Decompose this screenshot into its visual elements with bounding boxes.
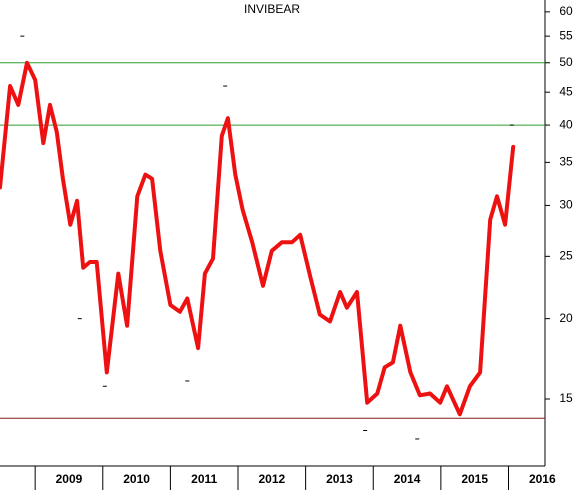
y-tick-label: 55 [559,28,573,42]
y-tick-label: 15 [559,391,573,405]
y-tick-label: 40 [559,117,573,131]
x-tick-label: 2016 [529,472,556,486]
line-series [0,60,516,417]
y-tick-label: 60 [559,4,573,18]
x-tick-label: 2015 [461,472,488,486]
y-tick-label: 45 [559,84,573,98]
x-tick-label: 2009 [56,472,83,486]
x-tick-label: 2011 [191,472,217,486]
y-tick-label: 35 [559,155,573,169]
x-tick-label: 2014 [394,472,421,486]
chart-title: INVIBEAR [244,2,300,16]
x-tick-label: 2013 [326,472,353,486]
x-tick-label: 2012 [258,472,285,486]
x-tick-label: 2010 [123,472,150,486]
y-tick-label: 30 [559,198,573,212]
y-tick-label: 20 [559,311,573,325]
y-tick-label: 50 [559,55,573,69]
y-tick-label: 25 [559,249,573,263]
